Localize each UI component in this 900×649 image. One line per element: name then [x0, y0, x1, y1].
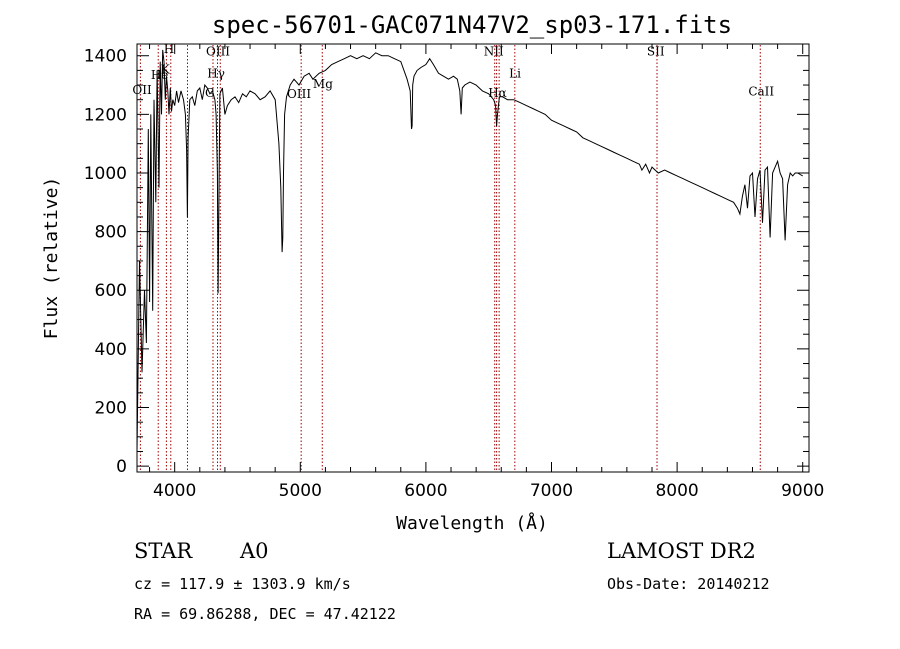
obs-date: Obs-Date: 20140212 [607, 575, 770, 593]
spectral-subclass: A0 [239, 539, 269, 563]
line-label: NII [484, 45, 504, 59]
x-tick-label: 4000 [153, 481, 196, 501]
spectral-line-markers [139, 45, 761, 471]
line-label: K [161, 62, 171, 76]
survey-name: LAMOST DR2 [607, 539, 756, 563]
x-tick-label: 9000 [781, 481, 824, 501]
coordinates-text: RA = 69.86288, DEC = 47.42122 [134, 605, 396, 623]
line-label: Hα [488, 86, 507, 100]
line-label: CaII [748, 84, 774, 98]
line-label: SII [647, 45, 665, 59]
plot-frame [136, 43, 810, 473]
y-axis-ticks: 0 200 400 600 800 1000 1200 1400 [84, 47, 809, 477]
y-tick-label: 600 [95, 281, 127, 301]
line-label: H [164, 42, 174, 56]
line-label: OIII [206, 45, 230, 59]
y-tick-label: 400 [95, 340, 127, 360]
redshift-text: cz = 117.9 ± 1303.9 km/s [134, 575, 351, 593]
y-tick-label: 0 [116, 457, 127, 477]
line-label: OIII [287, 87, 311, 101]
object-type: STAR [134, 539, 193, 563]
y-tick-label: 200 [95, 399, 127, 419]
x-tick-label: 7000 [530, 481, 573, 501]
chart-title: spec-56701-GAC071N47V2_sp03-171.fits [212, 11, 732, 39]
line-label: Mg [313, 77, 333, 91]
y-tick-label: 800 [95, 223, 127, 243]
y-tick-label: 1400 [84, 47, 127, 67]
x-tick-label: 5000 [279, 481, 322, 501]
line-label: Hγ [207, 67, 225, 81]
x-tick-label: 8000 [655, 481, 698, 501]
x-axis-ticks: 4000 5000 6000 7000 8000 9000 [149, 44, 824, 501]
y-tick-label: 1000 [84, 164, 127, 184]
line-label: Li [509, 67, 521, 81]
footer-info: STAR A0 LAMOST DR2 cz = 117.9 ± 1303.9 k… [134, 539, 770, 623]
x-axis-label: Wavelength (Å) [396, 512, 548, 534]
y-axis-label: Flux (relative) [41, 177, 62, 340]
spectrum-line [136, 49, 803, 452]
y-tick-label: 1200 [84, 105, 127, 125]
line-label: OII [132, 83, 152, 97]
x-tick-label: 6000 [404, 481, 447, 501]
